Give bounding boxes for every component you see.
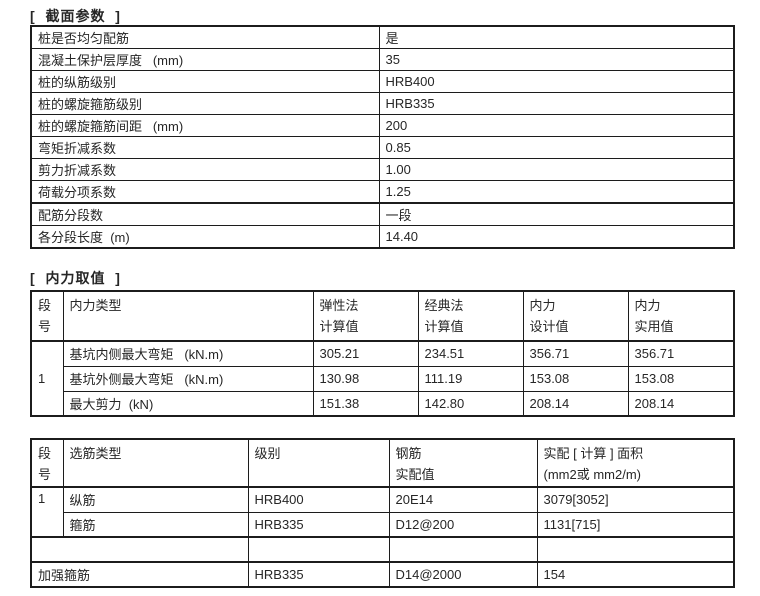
rebar-row: 箍筋 HRB335 D12@200 1131[715] (31, 511, 735, 538)
force-value-cell: 356.71 (522, 340, 629, 367)
param-row: 荷载分项系数 1.25 (30, 180, 735, 204)
param-row: 桩的纵筋级别 HRB400 (30, 70, 735, 93)
force-type-cell: 基坑外侧最大弯矩 (kN.m) (62, 365, 314, 392)
section-params-title: [ 截面参数 ] (30, 8, 121, 24)
rebar-type-cell: 加强箍筋 (30, 561, 249, 588)
force-row: 基坑外侧最大弯矩 (kN.m) 130.98 111.19 153.08 153… (31, 365, 735, 392)
param-row: 桩是否均匀配筋 是 (30, 25, 735, 49)
param-row: 桩的螺旋箍筋间距 (mm) 200 (30, 114, 735, 137)
segment-number-cell: 1 (30, 486, 64, 538)
rebar-area-cell: 1131[715] (536, 511, 735, 538)
force-value-cell: 153.08 (627, 365, 735, 392)
param-label: 桩的螺旋箍筋间距 (mm) (30, 114, 380, 137)
rebar-area-cell (536, 536, 735, 563)
rebar-blank-row (30, 536, 735, 563)
param-value: 是 (378, 25, 735, 49)
force-value-cell: 234.51 (417, 340, 524, 367)
col-header-elastic: 弹性法 计算值 (312, 290, 419, 342)
col-header-practical: 内力 实用值 (627, 290, 735, 342)
param-label: 桩是否均匀配筋 (30, 25, 380, 49)
col-header-segment: 段 号 (30, 290, 64, 342)
param-label: 剪力折减系数 (30, 158, 380, 181)
rebar-grade-cell (247, 536, 390, 563)
rebar-provided-cell (388, 536, 538, 563)
param-value: HRB335 (378, 92, 735, 115)
col-header-rebar-type: 选筋类型 (62, 438, 249, 488)
param-value: 1.25 (378, 180, 735, 204)
rebar-area-cell: 3079[3052] (536, 486, 735, 513)
rebar-provided-cell: 20E14 (388, 486, 538, 513)
col-header-force-type: 内力类型 (62, 290, 314, 342)
param-label: 混凝土保护层厚度 (mm) (30, 48, 380, 71)
param-value: 200 (378, 114, 735, 137)
rebar-provided-cell: D14@2000 (388, 561, 538, 588)
param-row: 桩的螺旋箍筋级别 HRB335 (30, 92, 735, 115)
rebar-header-row: 段 号 选筋类型 级别 钢筋 实配值 实配 [ 计算 ] 面积 (mm2或 mm… (30, 438, 735, 488)
param-label: 桩的螺旋箍筋级别 (30, 92, 380, 115)
force-type-cell: 基坑内侧最大弯矩 (kN.m) (62, 340, 314, 367)
param-label: 弯矩折减系数 (30, 136, 380, 159)
param-value: HRB400 (378, 70, 735, 93)
force-value-cell: 153.08 (522, 365, 629, 392)
forces-header-row: 段 号 内力类型 弹性法 计算值 经典法 计算值 内力 设计值 内力 实用值 (30, 290, 735, 342)
param-label: 各分段长度 (m) (30, 225, 380, 249)
rebar-strengthen-row: 加强箍筋 HRB335 D14@2000 154 (30, 561, 735, 588)
param-row: 剪力折减系数 1.00 (30, 158, 735, 181)
col-header-provided: 钢筋 实配值 (388, 438, 538, 488)
col-header-grade: 级别 (247, 438, 390, 488)
segment-number-cell: 1 (30, 340, 64, 417)
rebar-type-cell: 箍筋 (62, 511, 249, 538)
force-value-cell: 130.98 (312, 365, 419, 392)
param-row: 混凝土保护层厚度 (mm) 35 (30, 48, 735, 71)
param-row: 各分段长度 (m) 14.40 (30, 225, 735, 249)
col-header-classic: 经典法 计算值 (417, 290, 524, 342)
param-value: 一段 (378, 202, 735, 226)
param-row: 弯矩折减系数 0.85 (30, 136, 735, 159)
param-value: 14.40 (378, 225, 735, 249)
rebar-type-cell: 纵筋 (62, 486, 249, 513)
col-header-area: 实配 [ 计算 ] 面积 (mm2或 mm2/m) (536, 438, 735, 488)
param-value: 35 (378, 48, 735, 71)
rebar-row: 1 纵筋 HRB400 20E14 3079[3052] (30, 486, 735, 538)
force-value-cell: 305.21 (312, 340, 419, 367)
internal-forces-table: 段 号 内力类型 弹性法 计算值 经典法 计算值 内力 设计值 内力 实用值 1… (30, 290, 735, 417)
rebar-selection-table: 段 号 选筋类型 级别 钢筋 实配值 实配 [ 计算 ] 面积 (mm2或 mm… (30, 438, 735, 588)
rebar-type-cell (30, 536, 249, 563)
rebar-grade-cell: HRB400 (247, 486, 390, 513)
col-header-segment: 段 号 (30, 438, 64, 488)
rebar-provided-cell: D12@200 (388, 511, 538, 538)
param-value: 0.85 (378, 136, 735, 159)
force-value-cell: 208.14 (627, 390, 735, 417)
force-type-cell: 最大剪力 (kN) (62, 390, 314, 417)
col-header-design: 内力 设计值 (522, 290, 629, 342)
force-row: 最大剪力 (kN) 151.38 142.80 208.14 208.14 (31, 390, 735, 417)
force-row: 1 基坑内侧最大弯矩 (kN.m) 305.21 234.51 356.71 3… (30, 340, 735, 417)
rebar-grade-cell: HRB335 (247, 511, 390, 538)
section-params-table: 桩是否均匀配筋 是 混凝土保护层厚度 (mm) 35 桩的纵筋级别 HRB400… (30, 25, 735, 249)
force-value-cell: 208.14 (522, 390, 629, 417)
force-value-cell: 151.38 (312, 390, 419, 417)
param-label: 荷载分项系数 (30, 180, 380, 204)
param-row: 配筋分段数 一段 (30, 202, 735, 226)
param-label: 桩的纵筋级别 (30, 70, 380, 93)
section-forces-title: [ 内力取值 ] (30, 270, 121, 286)
param-label: 配筋分段数 (30, 202, 380, 226)
force-value-cell: 111.19 (417, 365, 524, 392)
force-value-cell: 356.71 (627, 340, 735, 367)
param-value: 1.00 (378, 158, 735, 181)
force-value-cell: 142.80 (417, 390, 524, 417)
rebar-area-cell: 154 (536, 561, 735, 588)
rebar-grade-cell: HRB335 (247, 561, 390, 588)
